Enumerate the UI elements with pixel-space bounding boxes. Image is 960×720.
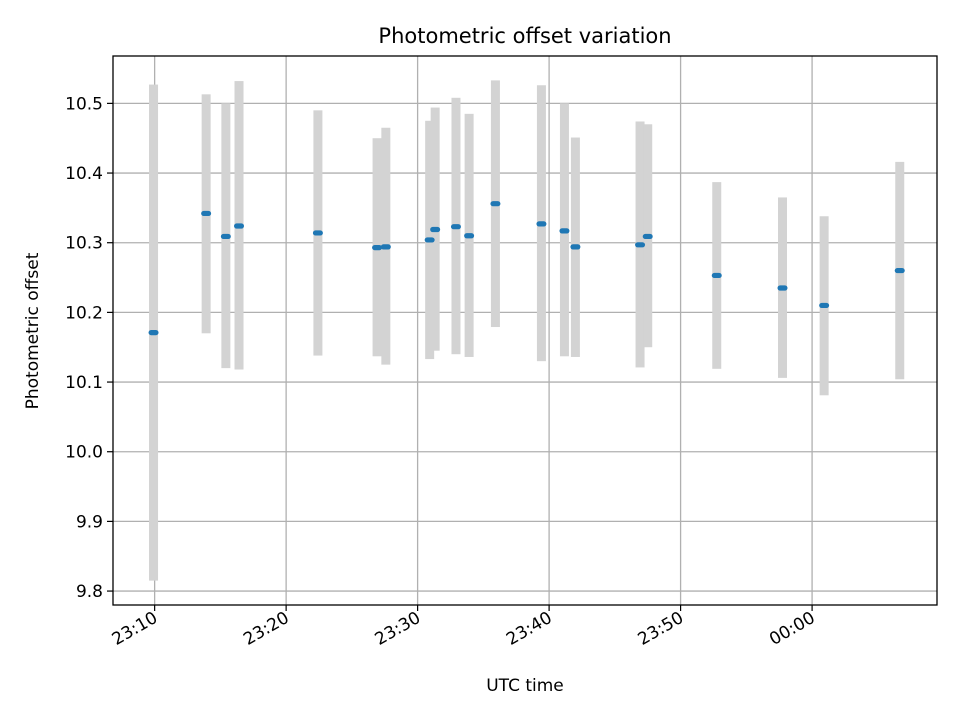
y-tick-label: 10.1 (65, 373, 103, 393)
data-point (711, 272, 722, 279)
data-point (201, 210, 212, 217)
data-point (536, 221, 547, 227)
data-point (642, 233, 653, 240)
data-point (559, 228, 570, 234)
data-point (570, 244, 581, 250)
tick-layer: 9.8 9.9 10.0 10.1 10.2 10.3 10.4 10.5 23:10 23:20… (65, 94, 818, 649)
data-point (490, 201, 501, 207)
data-point (450, 224, 461, 230)
data-point (635, 242, 646, 248)
data-point (430, 226, 441, 233)
x-tick-label: 23:50 (635, 608, 687, 650)
chart-title: Photometric offset variation (378, 24, 671, 48)
data-point (312, 230, 323, 236)
y-tick-label: 10.3 (65, 234, 103, 254)
y-tick-label: 10.2 (65, 303, 103, 323)
y-tick-label: 10.4 (65, 164, 103, 184)
data-point (777, 285, 788, 291)
data-point (372, 244, 383, 251)
point-layer (148, 201, 905, 336)
x-tick-label: 23:40 (503, 608, 555, 650)
data-point (894, 267, 905, 274)
x-axis-label: UTC time (486, 676, 564, 696)
data-point (464, 233, 475, 239)
y-axis-label: Photometric offset (23, 252, 43, 409)
x-tick-label: 23:20 (240, 608, 292, 650)
y-tick-label: 9.8 (76, 582, 103, 602)
data-point (819, 302, 830, 309)
data-point (380, 244, 391, 250)
data-point (234, 223, 245, 229)
x-tick-label: 00:00 (766, 608, 818, 650)
y-tick-label: 9.9 (76, 512, 103, 532)
data-point (424, 237, 435, 243)
data-point (148, 329, 159, 336)
y-tick-label: 10.0 (65, 443, 103, 463)
grid-layer (113, 56, 937, 605)
data-point (220, 233, 231, 240)
x-tick-label: 23:10 (109, 608, 161, 650)
x-tick-label: 23:30 (372, 608, 424, 650)
y-tick-label: 10.5 (65, 94, 103, 114)
errorbar-layer (149, 80, 905, 581)
plot-frame (112, 55, 938, 606)
